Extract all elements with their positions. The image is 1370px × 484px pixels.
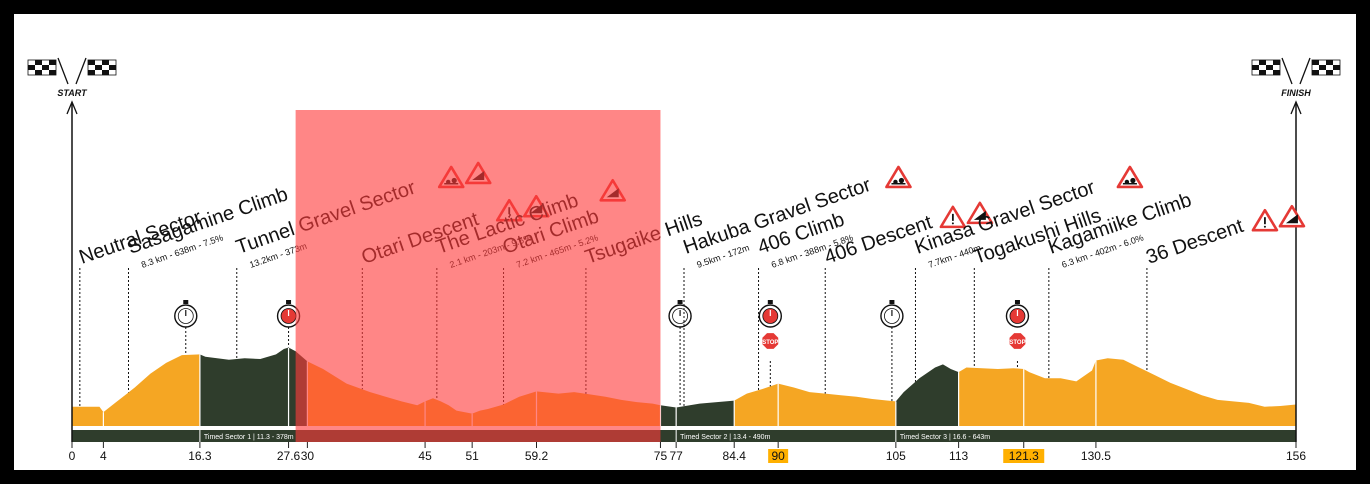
stopwatch-icon-2 (668, 300, 692, 328)
climb-warning-icon-13-1 (1278, 204, 1306, 228)
elevation-profile-chart: Timed Sector 1 | 11.3 - 378m Timed Sector… (27, 57, 1341, 463)
stopwatch-red-icon-1 (276, 300, 301, 328)
x-tick-highlight-14 (1003, 449, 1045, 463)
x-tick-label-12: 105 (886, 449, 906, 463)
stopwatch-red-icon-5 (1005, 300, 1030, 328)
finish-label: FINISH (1281, 88, 1311, 98)
profile-segment-4 (660, 400, 735, 426)
annotation-name-13: 36 Descent (1143, 215, 1246, 269)
x-tick-label-8: 75 (654, 449, 668, 463)
x-tick-label-16: 156 (1286, 449, 1306, 463)
gravel-warning-icon-7-0 (885, 165, 912, 189)
x-tick-highlight-11 (768, 449, 789, 463)
finish-flags-icon (1251, 57, 1341, 85)
x-tick-label-14: 121.3 (1009, 449, 1039, 463)
x-tick-label-4: 30 (301, 449, 315, 463)
profile-segment-6 (895, 364, 959, 426)
elevation-profile-card: Timed Sector 1 | 11.3 - 378m Timed Sector… (14, 14, 1356, 470)
stop-sign-icon-3: STOP (761, 332, 780, 350)
x-tick-label-0: 0 (69, 449, 76, 463)
x-tick-label-6: 51 (465, 449, 479, 463)
finish-arrow (1290, 100, 1302, 115)
descent-warning-icon-9-0 (939, 205, 967, 229)
x-tick-label-10: 84.4 (723, 449, 747, 463)
x-tick-label-1: 4 (100, 449, 107, 463)
stopwatch-icon-4 (880, 300, 904, 328)
climb-warning-icon-9-1 (966, 201, 994, 225)
stop-sign-icon-5: STOP (1008, 332, 1027, 350)
stopwatch-red-icon-3 (758, 300, 783, 328)
stop-sign-label-3: STOP (762, 340, 778, 346)
x-tick-label-15: 130.5 (1081, 449, 1111, 463)
timed-sector-label-0: Timed Sector 1 | 11.3 - 378m (204, 434, 294, 441)
stopwatch-icon-0 (174, 300, 198, 328)
start-flags-icon (27, 57, 117, 85)
x-tick-label-13: 113 (949, 449, 968, 463)
descent-warning-icon-13-0 (1251, 208, 1279, 232)
timed-sector-label-2: Timed Sector 3 | 16.6 - 643m (900, 434, 990, 441)
profile-segment-0 (72, 354, 200, 426)
x-tick-label-7: 59.2 (525, 449, 549, 463)
x-tick-label-3: 27.6 (277, 449, 301, 463)
start-label: START (57, 88, 88, 98)
x-tick-label-9: 77 (669, 449, 683, 463)
x-tick-label-5: 45 (418, 449, 432, 463)
stop-sign-label-5: STOP (1009, 340, 1025, 346)
timed-sector-label-1: Timed Sector 2 | 13.4 - 490m (680, 434, 770, 441)
highlight-region (295, 110, 661, 442)
start-arrow (66, 100, 78, 115)
x-tick-label-11: 90 (771, 449, 785, 463)
x-tick-label-2: 16.3 (188, 449, 212, 463)
profile-segment-1 (199, 347, 289, 426)
gravel-warning-icon-10-0 (1116, 165, 1144, 189)
profile-segment-7 (958, 358, 1296, 426)
profile-segment-5 (734, 383, 896, 426)
